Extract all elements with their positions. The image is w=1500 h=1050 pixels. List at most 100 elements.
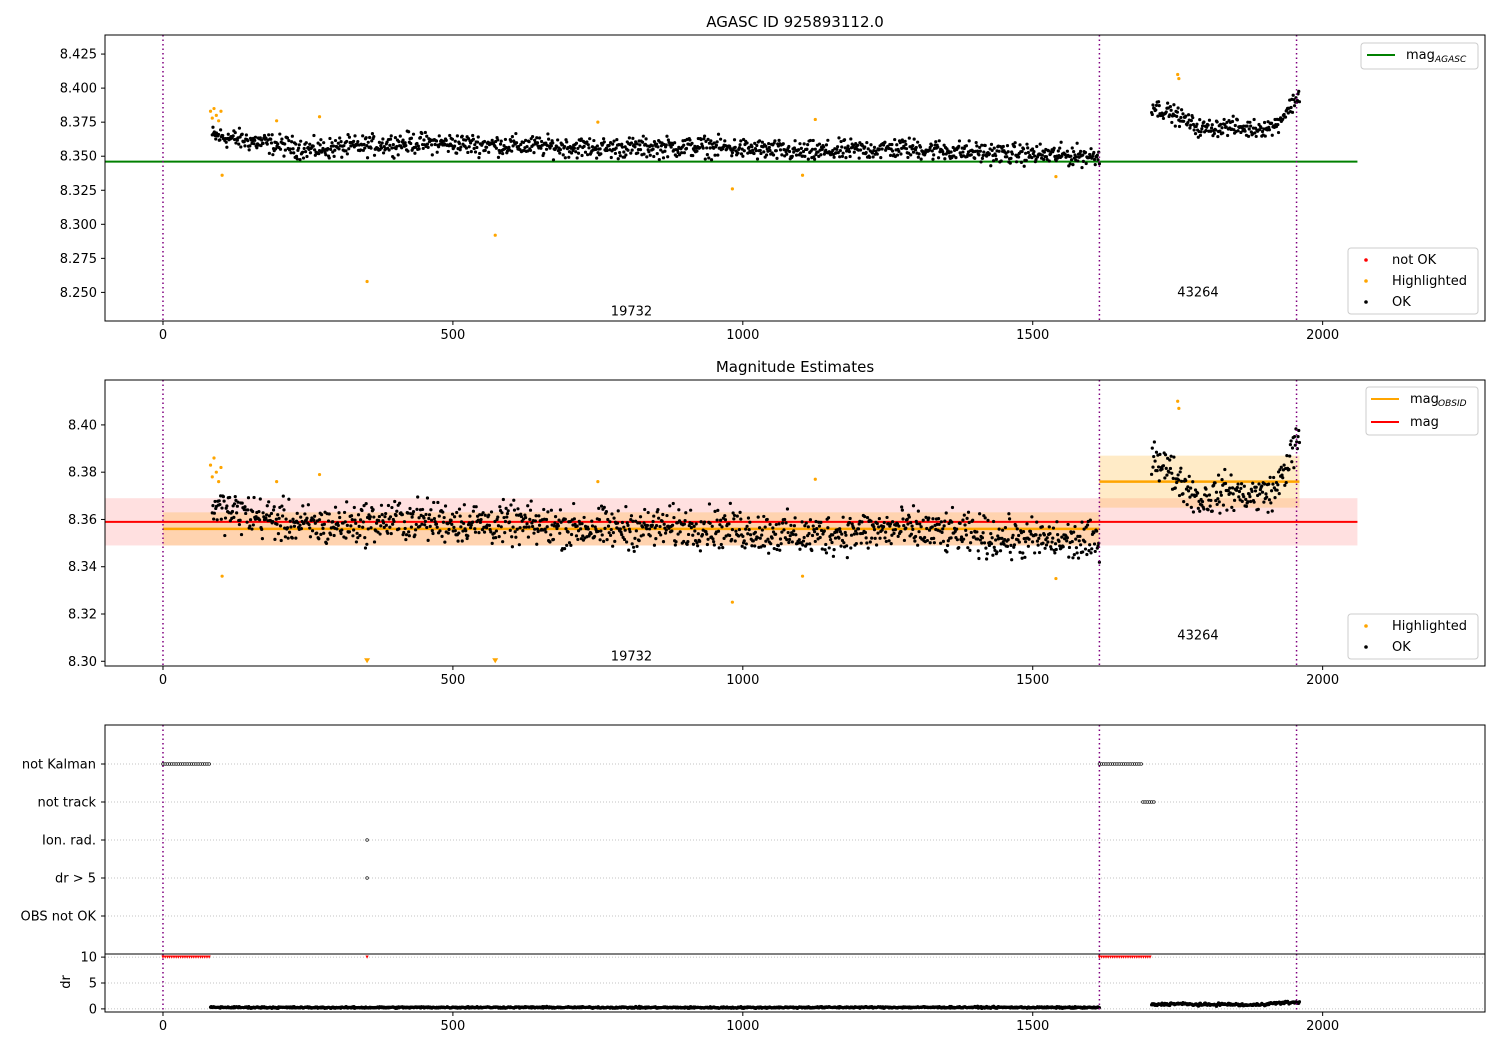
x-tick-label: 1500 (1016, 1019, 1049, 1034)
ok-point (397, 140, 401, 144)
ok-point (822, 529, 826, 533)
ok-point (289, 525, 293, 529)
ok-point (219, 517, 223, 521)
ok-point (1249, 499, 1253, 504)
ok-point (292, 151, 296, 155)
ok-point (900, 146, 904, 150)
ok-point (917, 530, 921, 534)
ok-point (477, 531, 481, 535)
ok-point (580, 522, 584, 526)
ok-point (1023, 540, 1028, 544)
ok-point (919, 525, 923, 529)
legend-ok-label: OK (1392, 640, 1411, 655)
ok-point (413, 533, 417, 537)
ok-point (745, 141, 749, 145)
ok-point (1169, 454, 1173, 458)
ok-point (598, 147, 602, 151)
ok-point (1290, 446, 1295, 450)
ok-point (695, 149, 699, 153)
ok-point (521, 529, 525, 533)
ok-point (337, 147, 341, 151)
ok-point (345, 523, 349, 527)
ok-point (1154, 108, 1158, 112)
ok-point (1056, 533, 1060, 537)
ok-point (852, 526, 856, 530)
ok-point (402, 530, 406, 535)
ok-point (1191, 116, 1195, 120)
ok-point (417, 516, 421, 520)
ok-point (919, 157, 923, 161)
ok-point (975, 530, 979, 534)
ok-point (322, 522, 326, 526)
ok-point (352, 528, 356, 532)
dr-capped-marker (205, 955, 209, 959)
dr-capped-marker (165, 955, 169, 959)
ok-point (846, 144, 850, 148)
ok-point (440, 534, 444, 538)
ok-point (877, 525, 881, 529)
ok-point (1236, 482, 1240, 486)
ok-point (893, 528, 897, 532)
ok-point (402, 520, 407, 524)
ok-point (666, 138, 670, 142)
flag-category-label: not track (37, 796, 96, 811)
ok-point (503, 519, 508, 524)
ok-point (592, 534, 597, 539)
ok-point (1276, 123, 1280, 127)
ok-point (1246, 500, 1250, 504)
ok-point (1154, 450, 1159, 454)
ok-point (460, 539, 464, 543)
ok-point (590, 519, 594, 523)
ok-point (1219, 122, 1223, 126)
ok-point (401, 138, 405, 142)
ok-point (1078, 534, 1082, 538)
ok-point (537, 514, 541, 518)
ok-point (609, 155, 613, 160)
ok-point (936, 517, 941, 521)
ok-point (333, 505, 338, 509)
ok-point (869, 519, 873, 523)
highlighted-point (212, 106, 216, 111)
y-tick-label: 8.250 (60, 286, 97, 301)
ok-point (464, 146, 469, 150)
ok-point (1260, 490, 1265, 494)
ok-point (476, 518, 480, 522)
ok-point (852, 143, 856, 148)
ok-point (1018, 550, 1022, 554)
ok-point (361, 525, 365, 529)
ok-point (1001, 144, 1005, 149)
ok-point (432, 500, 436, 505)
ok-point (262, 133, 267, 138)
ok-point (1150, 112, 1154, 117)
ok-point (238, 518, 242, 522)
ok-point (290, 134, 294, 138)
ok-point (1051, 536, 1055, 540)
ok-point (916, 140, 920, 144)
ok-point (690, 522, 694, 526)
ok-point (895, 153, 900, 157)
dr-capped-marker (178, 955, 183, 959)
ok-point (561, 153, 565, 157)
ok-point (1222, 117, 1226, 122)
ok-point (1074, 546, 1079, 550)
ok-point (802, 535, 806, 540)
ok-point (372, 540, 377, 544)
ok-point (290, 140, 294, 144)
ok-point (407, 530, 411, 534)
ok-point (618, 527, 622, 531)
ok-point (901, 517, 905, 521)
agasc-panel-title: AGASC ID 925893112.0 (706, 13, 884, 31)
ok-point (355, 531, 359, 535)
ok-point (633, 536, 637, 540)
ok-point (289, 151, 293, 155)
ok-point (785, 507, 790, 511)
ok-point (827, 546, 831, 550)
ok-point (388, 525, 392, 529)
y-tick-label: 0 (89, 1002, 97, 1017)
ok-point (1157, 104, 1161, 108)
ok-point (384, 523, 388, 527)
ok-point (723, 139, 727, 143)
ok-point (1277, 492, 1281, 496)
ok-point (971, 518, 975, 522)
ok-point (1189, 505, 1193, 509)
